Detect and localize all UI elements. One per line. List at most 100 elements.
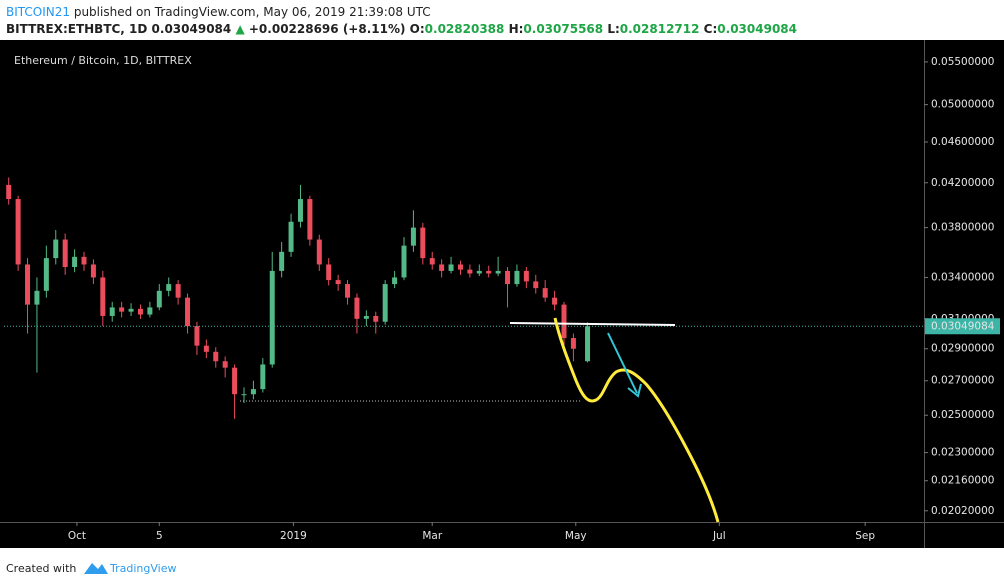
candle-body <box>25 264 31 305</box>
candle-body <box>119 307 125 312</box>
y-tick-label: 0.02500000 <box>931 409 994 421</box>
x-tick-label: May <box>565 530 587 542</box>
x-tick-label: Oct <box>68 530 86 542</box>
last-price-tag <box>925 318 1000 335</box>
x-tick-label: 5 <box>156 530 163 542</box>
author: BITCOIN21 <box>6 5 70 19</box>
o-label: O: <box>410 22 425 36</box>
candle-body <box>448 264 454 271</box>
candle-body <box>570 338 576 349</box>
candle-body <box>34 290 40 305</box>
candle-body <box>495 270 501 274</box>
candle-body <box>250 389 256 395</box>
candle-body <box>185 297 191 327</box>
candle-body <box>156 290 162 308</box>
x-tick-label: Sep <box>855 530 875 542</box>
candle-body <box>43 258 49 291</box>
y-tick-label: 0.02300000 <box>931 447 994 459</box>
x-tick-label: Jul <box>712 530 726 542</box>
y-tick-label: 0.02160000 <box>931 475 994 487</box>
candle-body <box>410 227 416 246</box>
candle-body <box>429 258 435 265</box>
candle-body <box>326 264 332 281</box>
y-tick-label: 0.03400000 <box>931 271 994 283</box>
plot <box>4 177 924 419</box>
candle-body <box>90 264 96 278</box>
chart-title: Ethereum / Bitcoin, 1D, BITTREX <box>14 54 192 67</box>
candle-body <box>6 184 12 200</box>
y-tick-label: 0.02700000 <box>931 375 994 387</box>
h-label: H: <box>509 22 524 36</box>
logo-icon <box>84 563 108 574</box>
candle-body <box>269 270 275 365</box>
candle-body <box>213 351 219 362</box>
last-price: 0.03049084 <box>152 22 232 36</box>
last-price-label: 0.03049084 <box>931 320 995 332</box>
high-value: 0.03075568 <box>523 22 603 36</box>
candle-body <box>552 297 558 305</box>
change: +0.00228696 (+8.11%) <box>249 22 406 36</box>
drawn-level <box>509 322 676 326</box>
chart-bg <box>0 40 1004 548</box>
candle-body <box>147 307 153 315</box>
candle-body <box>373 315 379 322</box>
candle-body <box>467 269 473 274</box>
l-label: L: <box>607 22 619 36</box>
candle-body <box>316 239 322 265</box>
footer-brand: TradingView <box>109 562 176 575</box>
symbol: BITTREX:ETHBTC, 1D <box>6 22 147 36</box>
candle-body <box>81 256 87 265</box>
header-line-1: BITCOIN21 published on TradingView.com, … <box>6 5 431 19</box>
low-value: 0.02812712 <box>620 22 700 36</box>
candle-body <box>194 326 200 346</box>
candle-body <box>15 199 21 265</box>
y-tick-label: 0.02020000 <box>931 505 994 517</box>
candle-body <box>345 284 351 298</box>
candle-body <box>401 245 407 278</box>
candle-body <box>166 284 172 291</box>
candle-body <box>476 270 482 274</box>
candle-body <box>279 251 285 271</box>
candle-body <box>100 277 106 316</box>
candle-body <box>523 270 529 282</box>
up-arrow: ▲ <box>235 22 245 36</box>
candle-body <box>232 367 238 395</box>
candle-body <box>392 277 398 285</box>
y-tick-label: 0.02900000 <box>931 343 994 355</box>
candle-body <box>439 264 445 271</box>
c-label: C: <box>704 22 718 36</box>
header-line-2: BITTREX:ETHBTC, 1D 0.03049084 ▲ +0.00228… <box>6 22 797 36</box>
candle-body <box>335 280 341 285</box>
y-tick-label: 0.05500000 <box>931 56 994 68</box>
drawn-arrow <box>607 332 638 394</box>
candle-body <box>514 270 520 285</box>
y-tick-label: 0.05000000 <box>931 99 994 111</box>
candle-body <box>109 307 115 316</box>
candle-body <box>533 281 539 289</box>
candle-body <box>457 264 463 270</box>
candle-body <box>486 270 492 274</box>
candle-body <box>505 270 511 285</box>
x-tick-label: 2019 <box>280 530 307 542</box>
drawn-arrow-head <box>627 383 642 398</box>
candle-body <box>222 361 228 368</box>
candle-body <box>62 239 68 268</box>
candle-body <box>420 227 426 259</box>
candle-body <box>53 239 59 259</box>
candle-body <box>307 199 313 240</box>
published: published on TradingView.com, May 06, 20… <box>70 5 431 19</box>
candle-body <box>585 326 591 362</box>
y-tick-label: 0.04600000 <box>931 136 994 148</box>
candle-body <box>382 284 388 322</box>
axes: 0.05500000 0.05000000 0.04600000 0.04200000… <box>68 56 1000 542</box>
candle-body <box>128 308 134 312</box>
candle-body <box>260 364 266 390</box>
candle-body <box>72 256 78 268</box>
candle-body <box>175 284 181 298</box>
candle-body <box>354 297 360 319</box>
candle-body <box>203 345 209 352</box>
candle-body <box>137 308 143 315</box>
candle-body <box>363 315 369 319</box>
